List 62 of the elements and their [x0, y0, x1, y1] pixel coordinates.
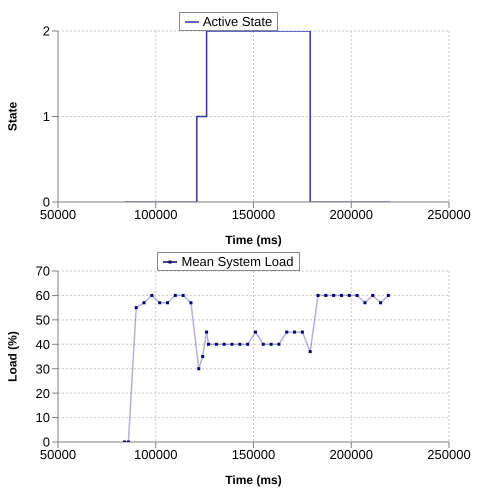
point	[324, 294, 328, 297]
point	[308, 350, 312, 354]
x-tick-label: 150000	[232, 207, 276, 222]
x-tick-label: 50000	[40, 207, 76, 222]
point	[340, 294, 343, 297]
point	[363, 301, 366, 304]
point	[386, 294, 390, 297]
x-tick-label: 150000	[232, 447, 276, 462]
point	[134, 306, 138, 310]
y-tick-label: 10	[36, 410, 50, 426]
point	[285, 330, 288, 334]
y-tick-label: 2	[42, 24, 50, 39]
point	[293, 330, 296, 334]
y-tick-label: 1	[42, 109, 50, 124]
point	[262, 342, 265, 346]
point	[316, 294, 320, 297]
point	[300, 330, 304, 334]
point	[371, 294, 374, 297]
point	[201, 355, 204, 358]
y-axis-title: Load (%)	[5, 331, 20, 382]
x-tick-label: 100000	[134, 207, 178, 222]
y-tick-label: 50	[36, 312, 50, 328]
point	[166, 301, 169, 304]
y-tick-label: 60	[36, 288, 50, 304]
y-tick-label: 40	[36, 336, 50, 352]
y-tick-label: 0	[42, 434, 50, 450]
point	[222, 342, 226, 346]
point	[174, 294, 177, 297]
point	[214, 342, 218, 346]
x-tick-label: 100000	[134, 447, 178, 462]
point	[254, 330, 257, 334]
point	[142, 301, 146, 304]
point	[150, 294, 154, 297]
x-tick-label: 250000	[427, 447, 471, 462]
point	[379, 301, 382, 304]
point	[189, 301, 192, 304]
x-tick-label: 250000	[427, 207, 471, 222]
y-tick-label: 30	[36, 361, 50, 376]
x-axis-title: Time (ms)	[225, 233, 282, 247]
y-tick-label: 70	[36, 264, 50, 279]
point	[348, 294, 351, 297]
point	[197, 367, 200, 370]
point	[158, 301, 162, 304]
y-axis-title: State	[5, 102, 20, 132]
point	[238, 342, 242, 346]
x-tick-label: 200000	[330, 447, 373, 462]
point	[356, 294, 359, 297]
x-axis-title: Time (ms)	[225, 473, 282, 487]
y-tick-label: 20	[36, 386, 50, 401]
point	[182, 294, 185, 297]
point	[230, 342, 234, 346]
point	[207, 342, 210, 346]
point	[277, 342, 280, 346]
point	[246, 342, 250, 346]
x-tick-label: 50000	[40, 447, 76, 462]
y-tick-label: 0	[42, 194, 50, 210]
x-tick-label: 200000	[330, 207, 373, 222]
legend-label: Mean System Load	[157, 252, 300, 271]
point	[205, 330, 208, 334]
point	[332, 294, 336, 297]
legend-label: Active State	[178, 12, 278, 31]
point	[270, 342, 273, 346]
